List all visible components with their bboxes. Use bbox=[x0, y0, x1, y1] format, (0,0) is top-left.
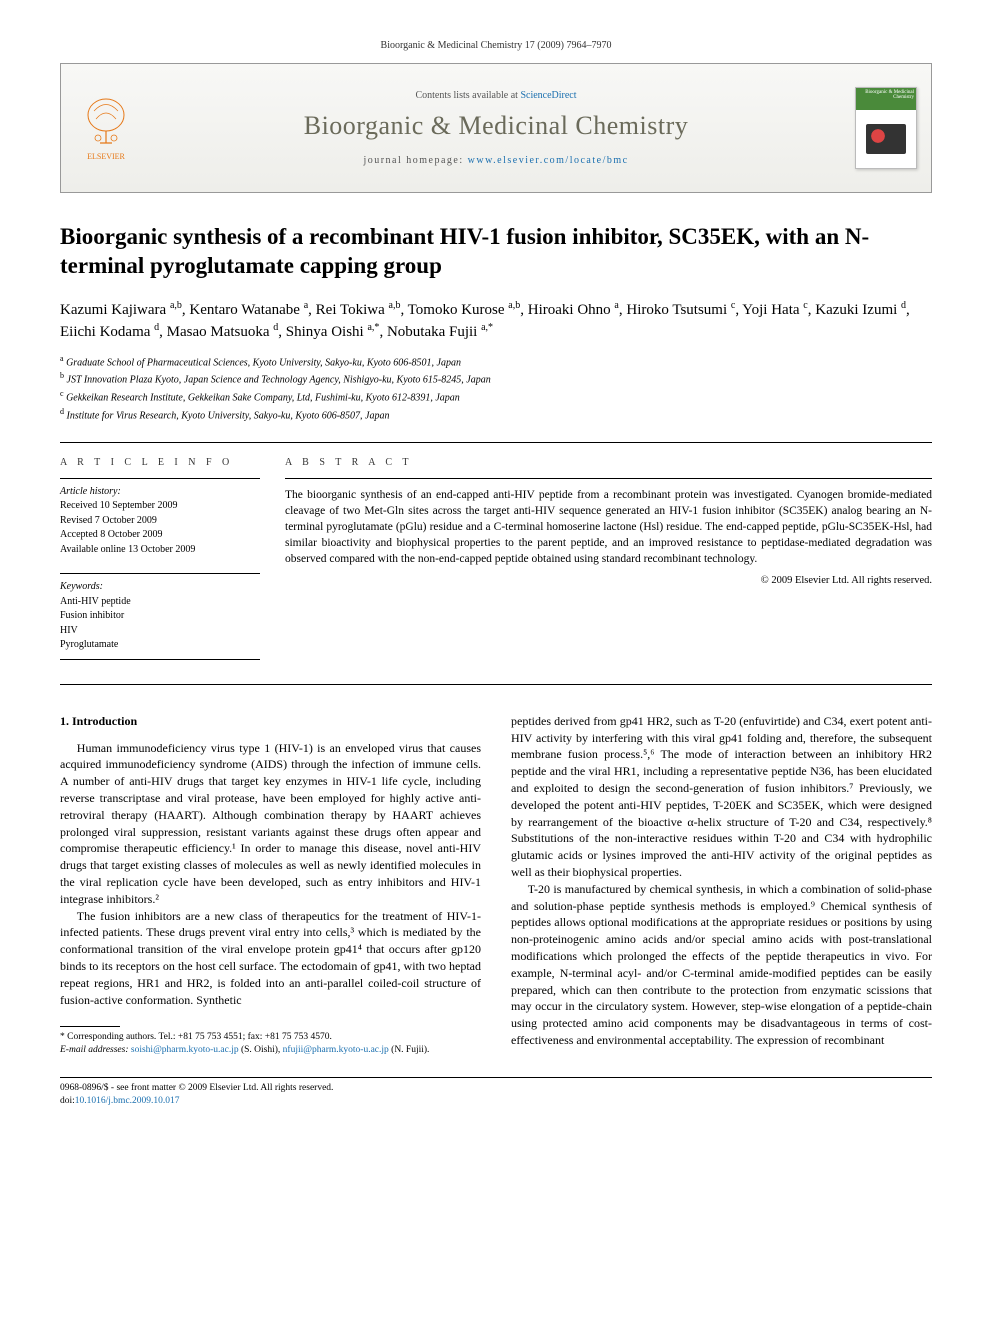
info-abstract-row: A R T I C L E I N F O Article history: R… bbox=[60, 442, 932, 676]
article-info-heading: A R T I C L E I N F O bbox=[60, 457, 260, 468]
svg-text:ELSEVIER: ELSEVIER bbox=[87, 152, 125, 161]
article-history-block: Article history: Received 10 September 2… bbox=[60, 478, 260, 558]
abstract-text: The bioorganic synthesis of an end-cappe… bbox=[285, 478, 932, 567]
masthead-center: Contents lists available at ScienceDirec… bbox=[151, 64, 841, 192]
section-1-heading: 1. Introduction bbox=[60, 713, 481, 730]
bottom-meta: 0968-0896/$ - see front matter © 2009 El… bbox=[60, 1082, 932, 1108]
article-body: 1. Introduction Human immunodeficiency v… bbox=[60, 713, 932, 1057]
affiliation-list: a Graduate School of Pharmaceutical Scie… bbox=[60, 353, 932, 424]
keywords-block: Keywords: Anti-HIV peptide Fusion inhibi… bbox=[60, 573, 260, 660]
cover-thumb-body bbox=[856, 110, 916, 168]
body-paragraph: The fusion inhibitors are a new class of… bbox=[60, 908, 481, 1009]
body-paragraph: Human immunodeficiency virus type 1 (HIV… bbox=[60, 740, 481, 908]
corr-author-line: * Corresponding authors. Tel.: +81 75 75… bbox=[60, 1031, 481, 1044]
history-online: Available online 13 October 2009 bbox=[60, 543, 260, 558]
publisher-logo-box: ELSEVIER bbox=[61, 64, 151, 192]
cover-thumb-image bbox=[866, 124, 906, 154]
elsevier-tree-icon: ELSEVIER bbox=[76, 93, 136, 163]
front-matter-line: 0968-0896/$ - see front matter © 2009 El… bbox=[60, 1082, 932, 1095]
elsevier-logo: ELSEVIER bbox=[76, 93, 136, 163]
body-paragraph: T-20 is manufactured by chemical synthes… bbox=[511, 881, 932, 1049]
doi-label: doi: bbox=[60, 1096, 75, 1106]
keywords-label: Keywords: bbox=[60, 580, 260, 595]
doi-link[interactable]: 10.1016/j.bmc.2009.10.017 bbox=[75, 1096, 180, 1106]
homepage-prefix: journal homepage: bbox=[363, 155, 467, 166]
journal-homepage-line: journal homepage: www.elsevier.com/locat… bbox=[363, 155, 628, 166]
article-history-label: Article history: bbox=[60, 485, 260, 500]
journal-title: Bioorganic & Medicinal Chemistry bbox=[304, 111, 689, 141]
keyword-item: HIV bbox=[60, 624, 260, 639]
article-title: Bioorganic synthesis of a recombinant HI… bbox=[60, 223, 932, 281]
body-paragraph: peptides derived from gp41 HR2, such as … bbox=[511, 713, 932, 881]
contents-available-line: Contents lists available at ScienceDirec… bbox=[415, 90, 576, 101]
abstract-heading: A B S T R A C T bbox=[285, 457, 932, 468]
keyword-item: Pyroglutamate bbox=[60, 638, 260, 653]
bottom-rule bbox=[60, 1077, 932, 1078]
keyword-item: Anti-HIV peptide bbox=[60, 595, 260, 610]
abstract-column: A B S T R A C T The bioorganic synthesis… bbox=[285, 443, 932, 676]
footnote-rule bbox=[60, 1026, 120, 1027]
email-who-2: (N. Fujii). bbox=[389, 1045, 430, 1055]
email-link-oishi[interactable]: soishi@pharm.kyoto-u.ac.jp bbox=[131, 1045, 239, 1055]
journal-homepage-link[interactable]: www.elsevier.com/locate/bmc bbox=[468, 155, 629, 166]
doi-line: doi:10.1016/j.bmc.2009.10.017 bbox=[60, 1095, 932, 1108]
post-abstract-rule bbox=[60, 684, 932, 685]
keyword-item: Fusion inhibitor bbox=[60, 609, 260, 624]
cover-thumb-box: Bioorganic & Medicinal Chemistry bbox=[841, 64, 931, 192]
cover-thumb-title: Bioorganic & Medicinal Chemistry bbox=[856, 88, 916, 110]
email-link-fujii[interactable]: nfujii@pharm.kyoto-u.ac.jp bbox=[283, 1045, 389, 1055]
running-header: Bioorganic & Medicinal Chemistry 17 (200… bbox=[60, 40, 932, 51]
contents-prefix: Contents lists available at bbox=[415, 90, 520, 101]
corr-emails-line: E-mail addresses: soishi@pharm.kyoto-u.a… bbox=[60, 1044, 481, 1057]
history-received: Received 10 September 2009 bbox=[60, 499, 260, 514]
article-info-column: A R T I C L E I N F O Article history: R… bbox=[60, 443, 285, 676]
journal-cover-thumbnail: Bioorganic & Medicinal Chemistry bbox=[855, 87, 917, 169]
email-who-1: (S. Oishi), bbox=[239, 1045, 283, 1055]
history-accepted: Accepted 8 October 2009 bbox=[60, 528, 260, 543]
sciencedirect-link[interactable]: ScienceDirect bbox=[520, 90, 576, 101]
emails-label: E-mail addresses: bbox=[60, 1045, 131, 1055]
abstract-copyright: © 2009 Elsevier Ltd. All rights reserved… bbox=[285, 575, 932, 586]
author-list: Kazumi Kajiwara a,b, Kentaro Watanabe a,… bbox=[60, 299, 932, 343]
journal-masthead: ELSEVIER Contents lists available at Sci… bbox=[60, 63, 932, 193]
corresponding-author-footnote: * Corresponding authors. Tel.: +81 75 75… bbox=[60, 1031, 481, 1057]
history-revised: Revised 7 October 2009 bbox=[60, 514, 260, 529]
